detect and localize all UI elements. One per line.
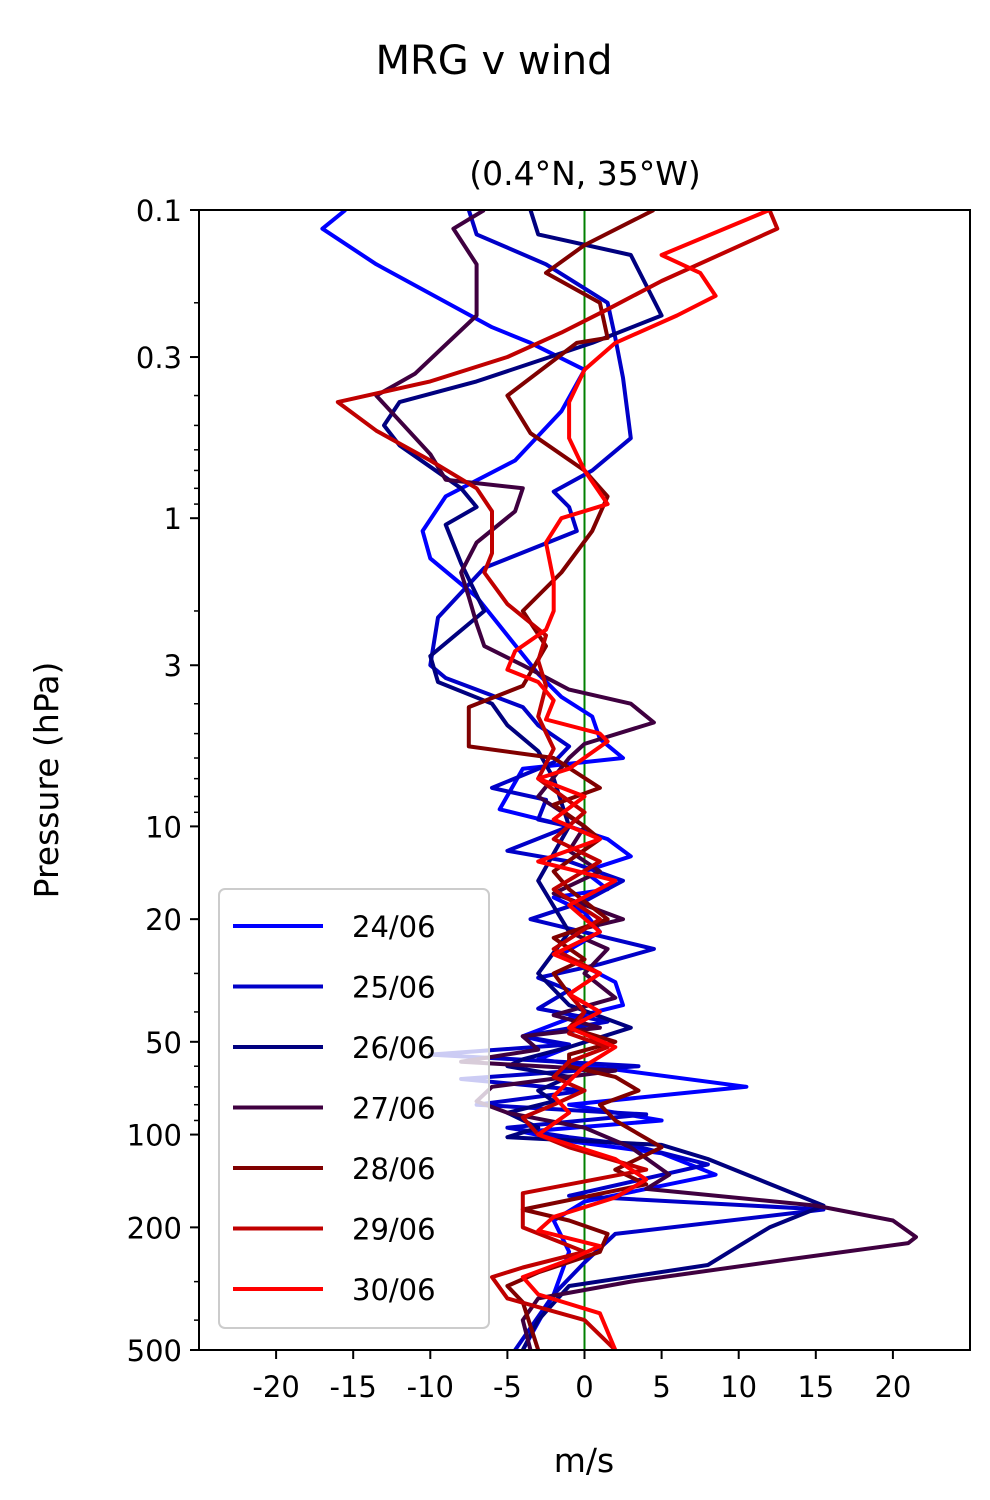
y-tick-label: 0.3 [136,341,182,375]
x-tick-label: 15 [797,1370,834,1404]
y-tick-label: 100 [127,1119,182,1153]
y-axis-label: Pressure (hPa) [27,662,66,899]
legend-label-26/06: 26/06 [352,1031,436,1065]
series-lines [320,210,918,1350]
y-tick-label: 20 [145,903,182,937]
x-tick-label: 5 [652,1370,670,1404]
legend-label-24/06: 24/06 [352,910,436,944]
y-tick-label: 0.1 [136,194,182,228]
y-tick-label: 1 [164,502,182,536]
legend-label-29/06: 29/06 [352,1213,436,1247]
chart-title: MRG v wind [376,38,613,84]
series-line-26/06 [382,210,826,1350]
x-tick-label: -20 [252,1370,299,1404]
y-tick-label: 3 [164,649,182,683]
x-tick-label: -15 [330,1370,377,1404]
legend-label-28/06: 28/06 [352,1152,436,1186]
chart-subtitle: (0.4°N, 35°W) [469,154,701,193]
series-line-30/06 [505,210,771,1350]
x-tick-label: 10 [720,1370,757,1404]
legend-label-30/06: 30/06 [352,1273,436,1307]
y-tick-label: 10 [145,810,182,844]
y-tick-label: 500 [127,1334,182,1368]
y-axis: 0.1 0.3 1 3 10 20 50 100 200 500 [127,194,199,1368]
x-tick-label: -5 [493,1370,522,1404]
series-line-28/06 [466,210,664,1350]
x-tick-label: -10 [407,1370,454,1404]
legend-label-27/06: 27/06 [352,1092,436,1126]
legend-box [218,888,490,1329]
x-tick-label: 0 [575,1370,593,1404]
legend-label-25/06: 25/06 [352,971,436,1005]
legend: 24/06 25/06 26/06 27/06 28/06 29/06 30/06 [218,888,490,1329]
x-tick-label: 20 [874,1370,911,1404]
y-tick-label: 200 [127,1211,182,1245]
y-tick-label: 50 [145,1026,182,1060]
series-line-27/06 [374,210,918,1350]
series-line-29/06 [335,210,780,1350]
x-axis-label: m/s [554,1441,614,1480]
x-axis: -20 -15 -10 -5 0 5 10 15 20 [252,1350,911,1404]
